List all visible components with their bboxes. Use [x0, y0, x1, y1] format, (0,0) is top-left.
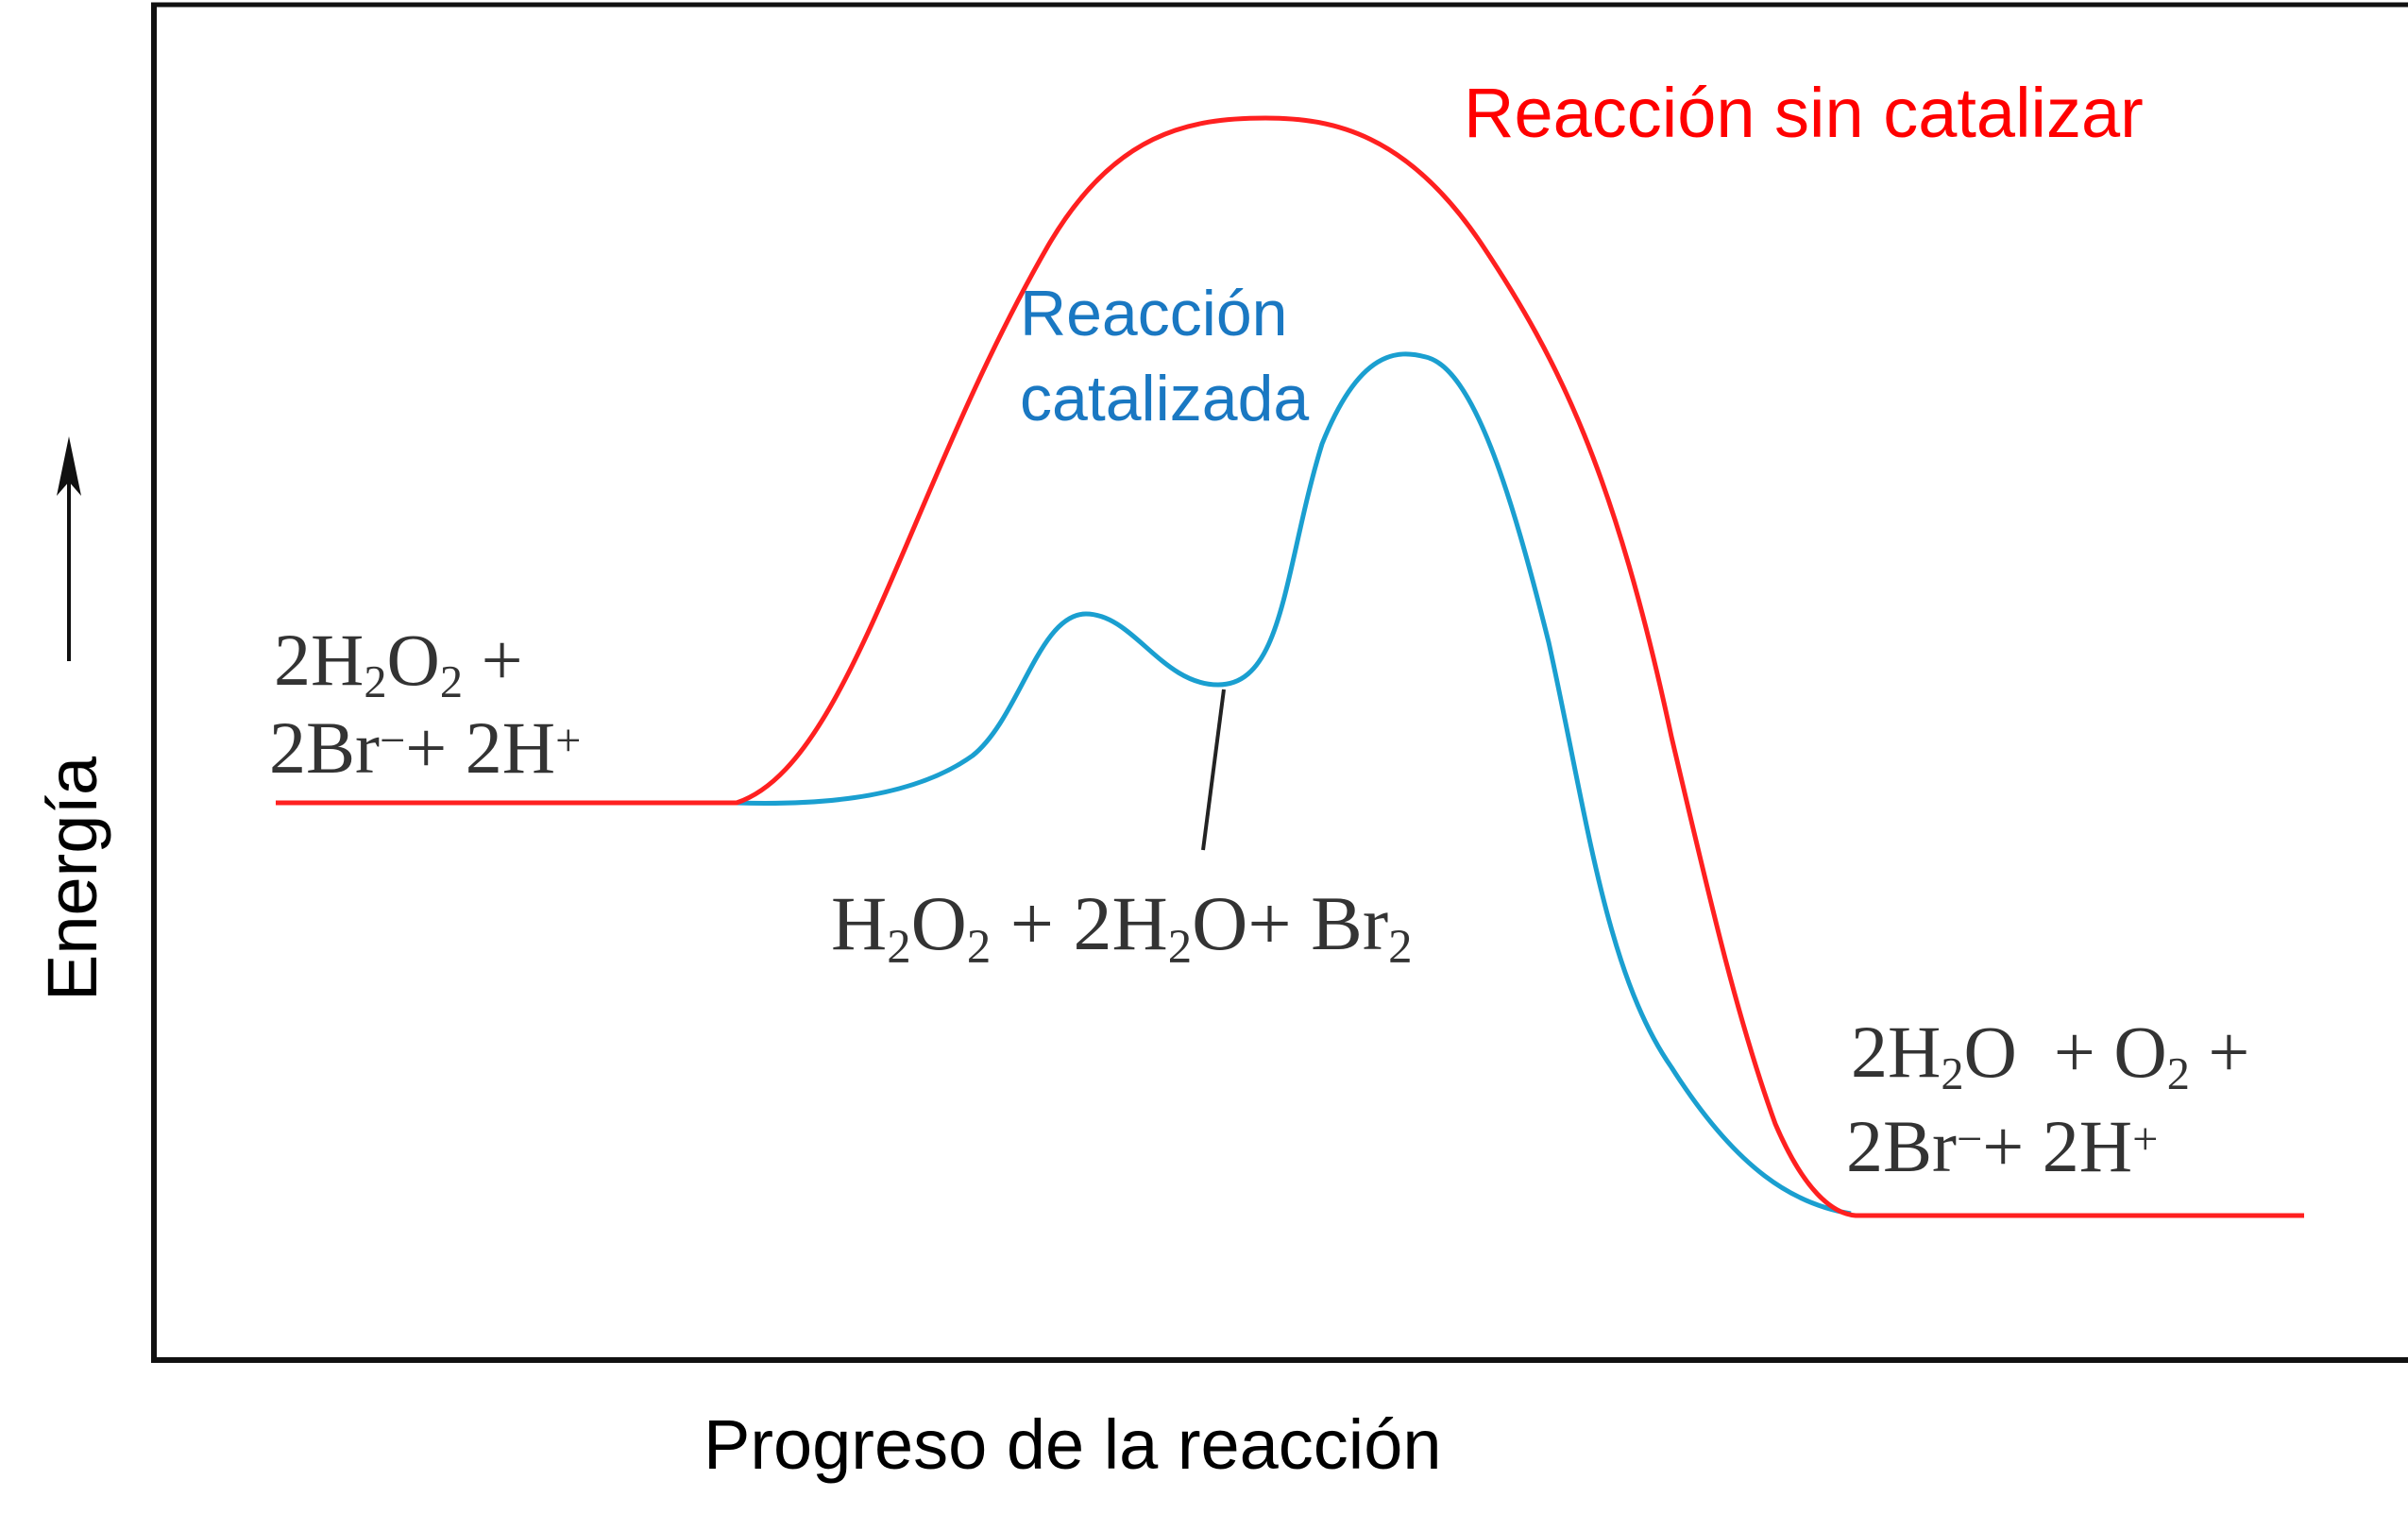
- formula-subscript: 2: [967, 920, 991, 973]
- formula-subscript: 2: [1941, 1049, 1963, 1099]
- formula-text: + 2H: [991, 880, 1167, 966]
- formula-text: 2Br: [269, 706, 380, 789]
- formula-superscript: −: [380, 716, 405, 766]
- uncatalyzed-label: Reacción sin catalizar: [1464, 74, 2144, 152]
- formula-text: O+ Br: [1192, 880, 1388, 966]
- formula-text: +: [463, 619, 523, 701]
- energy-arrow-head-icon: [57, 436, 81, 496]
- formula-text: H: [831, 880, 887, 966]
- formula-subscript: 2: [1388, 920, 1412, 973]
- formula-subscript: 2: [364, 657, 386, 707]
- reactants-formula-line2: 2Br−+ 2H+: [269, 706, 581, 789]
- formula-superscript: +: [555, 716, 581, 766]
- catalyzed-curve: [736, 351, 1852, 1216]
- formula-text: + 2H: [1982, 1105, 2132, 1187]
- formula-text: 2Br: [1846, 1105, 1957, 1187]
- catalyzed-label-line1: Reacción: [1020, 278, 1288, 349]
- formula-text: O: [911, 880, 967, 966]
- formula-text: 2H: [1851, 1011, 1941, 1093]
- catalyzed-label-line2: catalizada: [1020, 363, 1309, 434]
- formula-subscript: 2: [887, 920, 910, 973]
- reactants-formula-line1: 2H2O2 +: [274, 619, 523, 707]
- formula-text: O + O: [1964, 1011, 2167, 1093]
- y-axis-title: Energía: [33, 756, 111, 1001]
- formula-superscript: +: [2132, 1114, 2158, 1165]
- formula-subscript: 2: [2167, 1049, 2190, 1099]
- formula-subscript: 2: [1168, 920, 1192, 973]
- formula-text: + 2H: [405, 706, 555, 789]
- intermediate-leader-line: [1201, 689, 1226, 851]
- formula-subscript: 2: [440, 657, 463, 707]
- intermediate-formula: H2O2 + 2H2O+ Br2: [831, 880, 1413, 973]
- formula-text: +: [2190, 1011, 2250, 1093]
- formula-text: O: [387, 619, 440, 701]
- uncatalyzed-curve: [276, 115, 2304, 1218]
- products-formula-line1: 2H2O + O2 +: [1851, 1011, 2249, 1099]
- formula-text: 2H: [274, 619, 364, 701]
- formula-superscript: −: [1957, 1114, 1982, 1165]
- x-axis-title: Progreso de la reacción: [704, 1405, 1442, 1484]
- products-formula-line2: 2Br−+ 2H+: [1846, 1105, 2158, 1187]
